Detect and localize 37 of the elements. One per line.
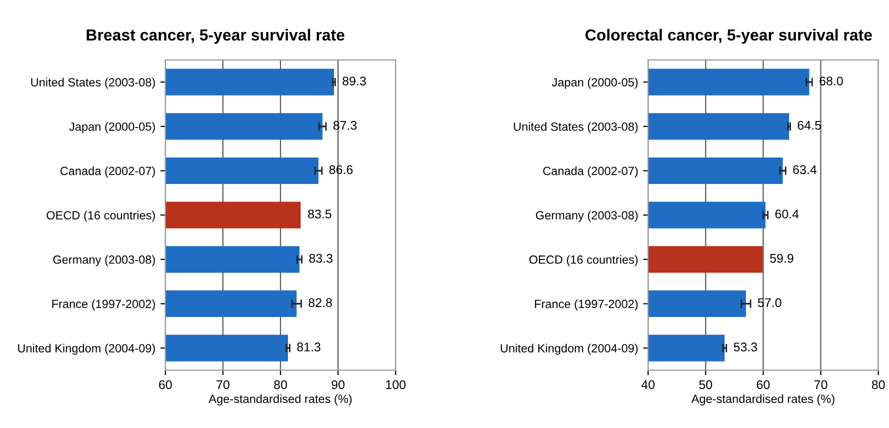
x-tick-label: 80	[872, 380, 885, 390]
x-axis-title: Age-standardised rates (%)	[691, 394, 834, 406]
y-tick-label: Canada (2002-07)	[60, 166, 155, 178]
y-tick-label: Japan (2000-05)	[552, 78, 638, 89]
data-label: 89.3	[342, 76, 366, 86]
x-tick-label: 50	[699, 380, 712, 390]
x-tick-label: 60	[159, 380, 172, 390]
data-label: 60.4	[775, 210, 799, 218]
x-tick-label: 60	[756, 380, 770, 390]
x-tick-label: 40	[641, 380, 655, 390]
y-tick-label: United States (2003-08)	[514, 122, 638, 134]
x-axis-title: Age-standardised rates (%)	[208, 394, 352, 406]
y-tick-label: OECD (16 countries)	[46, 210, 155, 222]
y-tick-label: United Kingdom (2004-09)	[18, 344, 155, 355]
x-tick-label: 70	[216, 380, 230, 390]
x-tick-label: 90	[332, 380, 345, 390]
y-tick-label: Japan (2000-05)	[69, 122, 155, 134]
x-tick-label: 70	[814, 380, 828, 390]
x-tick-label: 100	[386, 380, 406, 390]
y-tick-label: France (1997-2002)	[52, 299, 155, 310]
data-label: 83.5	[308, 210, 332, 218]
data-label: 53.3	[734, 342, 758, 352]
chart-title: Breast cancer, 5-year survival rate	[86, 28, 344, 44]
data-label: 59.9	[770, 254, 794, 263]
data-label: 63.4	[793, 165, 817, 174]
y-tick-label: Canada (2002-07)	[543, 166, 638, 178]
data-label: 83.3	[309, 254, 332, 263]
y-tick-label: France (1997-2002)	[534, 299, 638, 310]
chart-title: Colorectal cancer, 5-year survival rate	[586, 28, 872, 44]
y-tick-label: OECD (16 countries)	[529, 255, 638, 266]
y-tick-label: Germany (2003-08)	[536, 210, 638, 222]
data-label: 81.3	[297, 342, 320, 352]
y-tick-label: United Kingdom (2004-09)	[500, 344, 638, 355]
x-tick-label: 80	[274, 380, 287, 390]
data-label: 82.8	[308, 298, 332, 308]
y-tick-label: Germany (2003-08)	[53, 255, 155, 266]
y-tick-label: United States (2003-08)	[31, 78, 155, 89]
